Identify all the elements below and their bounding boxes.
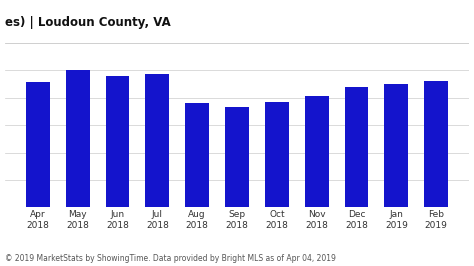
Bar (265, 102, 289, 207)
Bar (345, 86, 368, 207)
Bar (424, 81, 448, 207)
Bar (305, 96, 328, 207)
Bar (384, 84, 408, 207)
Bar (106, 76, 129, 207)
Bar (185, 103, 209, 207)
Bar (146, 74, 169, 207)
Text: es) | Loudoun County, VA: es) | Loudoun County, VA (5, 16, 171, 29)
Bar (26, 82, 50, 207)
Text: © 2019 MarketStats by ShowingTime. Data provided by Bright MLS as of Apr 04, 201: © 2019 MarketStats by ShowingTime. Data … (5, 254, 336, 263)
Bar (66, 70, 90, 207)
Bar (225, 107, 249, 207)
